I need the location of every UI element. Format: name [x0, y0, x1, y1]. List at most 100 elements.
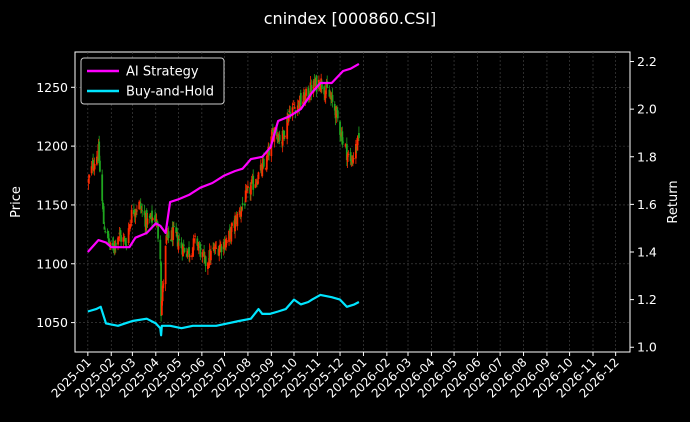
candle-body	[219, 243, 222, 249]
candle-body	[341, 131, 344, 145]
y-axis-label-right: Return	[666, 180, 681, 223]
candle-body	[296, 105, 299, 113]
legend-box	[80, 57, 225, 105]
candle-body	[352, 158, 355, 160]
candle-body	[346, 154, 349, 162]
candle-body	[310, 84, 313, 94]
y-tick-label-right: 1.2	[637, 292, 657, 307]
candle-body	[87, 178, 90, 183]
candle-body	[315, 75, 318, 92]
candle-body	[196, 238, 199, 246]
candle-body	[244, 190, 247, 203]
candle-body	[231, 223, 233, 226]
candle-body	[192, 238, 195, 251]
grid	[75, 52, 630, 352]
candle-body	[103, 226, 106, 230]
candle-body	[141, 210, 144, 212]
candle-body	[223, 239, 226, 250]
candle-body	[99, 160, 101, 172]
candle-body	[252, 175, 255, 190]
candle-body	[214, 244, 217, 249]
candle-body	[176, 232, 178, 234]
candle-body	[293, 106, 295, 108]
candle-body	[304, 95, 307, 103]
candle-body	[342, 141, 344, 143]
y-tick-label-left: 1100	[36, 256, 68, 271]
candle-body	[90, 166, 93, 174]
candle-body	[241, 203, 244, 205]
candle-body	[271, 130, 274, 132]
candle-body	[276, 134, 279, 139]
candle-body	[114, 242, 117, 248]
candle-body	[101, 174, 104, 201]
candle-body	[162, 283, 165, 289]
candle-body	[198, 243, 201, 245]
candle-body	[186, 251, 189, 254]
candle-body	[159, 239, 162, 260]
candle-body	[156, 221, 159, 225]
candle-body	[328, 89, 331, 97]
candle-body	[138, 201, 141, 210]
candle-body	[203, 251, 206, 257]
candle-body	[331, 94, 334, 102]
candle-body	[125, 244, 128, 246]
candle-body	[176, 234, 179, 247]
candle-body	[240, 211, 243, 217]
candle-body	[356, 137, 359, 151]
candle-body	[139, 203, 142, 210]
candle-body	[98, 141, 101, 164]
candle-body	[287, 114, 290, 122]
candle-body	[160, 262, 162, 316]
y-tick-label-left: 1150	[36, 197, 68, 212]
candle-body	[173, 226, 175, 228]
candle-body	[172, 227, 175, 241]
candle-body	[225, 239, 228, 244]
candle-body	[210, 250, 212, 261]
y-axis-label-left: Price	[9, 186, 24, 218]
y-tick-label-left: 1250	[36, 80, 68, 95]
candle-body	[123, 238, 126, 240]
candle-body	[225, 239, 227, 248]
candle-body	[312, 80, 315, 93]
candle-body	[193, 238, 196, 241]
candle-body	[275, 125, 278, 136]
candle-body	[305, 88, 307, 96]
candle-body	[188, 247, 190, 257]
candle-body	[109, 242, 112, 246]
series-line-ai-strategy	[86, 62, 360, 253]
candle-body	[104, 231, 107, 233]
candle-body	[160, 300, 163, 316]
candle-body	[119, 230, 122, 236]
candle-body	[245, 189, 248, 194]
candle-body	[191, 255, 193, 258]
candle-body	[113, 249, 116, 251]
candle-body	[102, 206, 105, 224]
candle-body	[302, 101, 304, 105]
candle-body	[199, 244, 202, 257]
candle-body	[213, 246, 215, 251]
legend-label-buy-and-hold: Buy-and-Hold	[126, 85, 214, 100]
candle-body	[308, 96, 311, 101]
candle-body	[268, 150, 270, 156]
candle-body	[167, 231, 170, 238]
candle-body	[257, 172, 260, 180]
candle-body	[326, 81, 329, 89]
candle-body	[246, 188, 249, 190]
legend-label-ai-strategy: AI Strategy	[126, 65, 199, 80]
candle-body	[149, 216, 152, 219]
y-tick-label-right: 1.8	[637, 149, 657, 164]
candle-body	[191, 247, 194, 256]
candle-body	[254, 184, 257, 188]
candle-body	[234, 218, 236, 232]
candle-body	[120, 235, 122, 242]
candle-body	[307, 88, 310, 99]
candle-body	[250, 185, 252, 195]
candle-body	[177, 242, 180, 250]
candle-body	[117, 237, 119, 245]
candle-body	[351, 159, 354, 163]
candle-body	[219, 245, 221, 253]
candle-body	[161, 285, 164, 302]
candle-body	[336, 110, 339, 119]
candle-body	[240, 206, 243, 210]
